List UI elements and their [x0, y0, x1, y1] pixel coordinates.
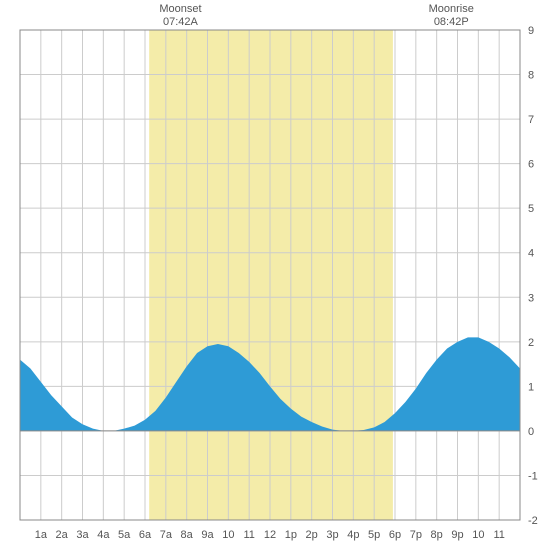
- chart-svg: 1a2a3a4a5a6a7a8a9a1011121p2p3p4p5p6p7p8p…: [0, 0, 550, 550]
- y-tick-label: -1: [528, 470, 538, 482]
- x-tick-label: 8p: [431, 529, 443, 541]
- x-tick-label: 7a: [160, 529, 173, 541]
- x-tick-label: 9p: [451, 529, 463, 541]
- x-tick-label: 1p: [285, 529, 297, 541]
- y-tick-label: 9: [528, 25, 534, 37]
- moonrise-time: 08:42P: [434, 16, 469, 28]
- x-tick-label: 10: [222, 529, 234, 541]
- x-tick-label: 10: [472, 529, 484, 541]
- x-tick-label: 6p: [389, 529, 401, 541]
- x-tick-label: 4a: [97, 529, 110, 541]
- daylight-band: [149, 30, 393, 520]
- tide-chart: 1a2a3a4a5a6a7a8a9a1011121p2p3p4p5p6p7p8p…: [0, 0, 550, 550]
- y-tick-label: 4: [528, 248, 534, 260]
- y-tick-label: 1: [528, 381, 534, 393]
- x-tick-label: 5p: [368, 529, 380, 541]
- x-tick-label: 9a: [201, 529, 214, 541]
- x-tick-label: 11: [493, 529, 504, 541]
- y-tick-label: 0: [528, 426, 534, 438]
- y-tick-label: 5: [528, 203, 534, 215]
- x-tick-label: 4p: [347, 529, 359, 541]
- x-tick-label: 1a: [35, 529, 48, 541]
- x-tick-label: 11: [243, 529, 254, 541]
- x-tick-label: 3a: [76, 529, 89, 541]
- x-tick-label: 3p: [326, 529, 338, 541]
- x-tick-label: 7p: [410, 529, 422, 541]
- x-tick-label: 12: [264, 529, 276, 541]
- x-tick-label: 8a: [181, 529, 194, 541]
- x-tick-label: 2p: [306, 529, 318, 541]
- x-tick-label: 2a: [56, 529, 69, 541]
- moonrise-title: Moonrise: [429, 3, 474, 15]
- y-tick-label: 7: [528, 114, 534, 126]
- x-tick-label: 6a: [139, 529, 152, 541]
- y-tick-label: -2: [528, 515, 538, 527]
- y-tick-label: 3: [528, 292, 534, 304]
- x-tick-label: 5a: [118, 529, 131, 541]
- moonset-title: Moonset: [159, 3, 201, 15]
- y-tick-label: 8: [528, 70, 534, 82]
- moonset-time: 07:42A: [163, 16, 199, 28]
- y-tick-label: 6: [528, 159, 534, 171]
- y-tick-label: 2: [528, 337, 534, 349]
